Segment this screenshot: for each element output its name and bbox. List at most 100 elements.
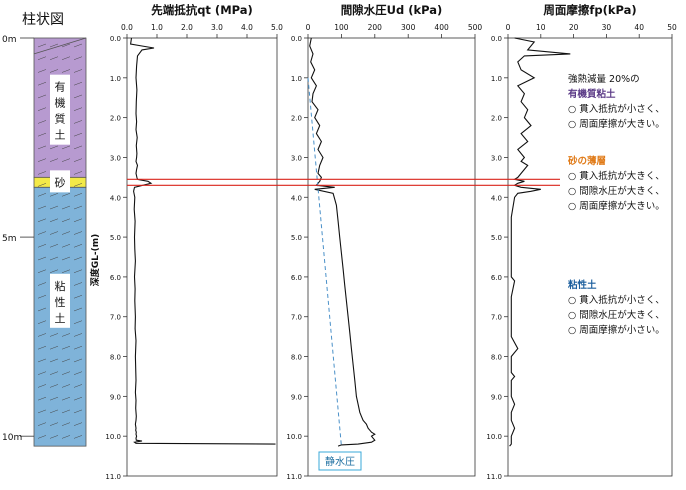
x-tick-label: 4.0	[241, 23, 253, 32]
stratum-label-char: 土	[55, 129, 66, 142]
column-depth-labels: 0m 5m 10m	[2, 35, 34, 443]
stratum-hatch	[49, 218, 59, 223]
stratum-hatch	[61, 43, 71, 48]
stratum-hatch	[61, 231, 71, 235]
clay-line-1: ○ 貫入抵抗が小さく、	[568, 295, 665, 306]
stratum-hatch	[61, 145, 71, 150]
x-tick-label: 5.0	[271, 23, 283, 32]
stratum-hatch	[73, 422, 83, 426]
x-tick-label: 400	[434, 23, 449, 32]
column-depth-label: 5m	[2, 234, 17, 244]
stratum-label-box	[50, 273, 70, 328]
stratum-hatch	[37, 345, 47, 350]
stratum-hatch	[37, 81, 47, 86]
stratum-hatch	[37, 358, 47, 363]
y-tick-label: 1.0	[291, 75, 302, 83]
hydrostatic-label-box	[318, 451, 362, 471]
y-tick-label: 5.0	[291, 234, 302, 242]
sand-line-2: ○ 間隙水圧が大きく、	[568, 186, 665, 197]
column-depth-label: 0m	[2, 35, 17, 45]
y-tick-label: 9.0	[291, 393, 302, 401]
data-series-line	[509, 37, 571, 447]
x-tick-label: 10	[536, 23, 546, 32]
stratum-hatch	[49, 396, 59, 401]
depth-axis-label: 深度GL-(m)	[89, 234, 101, 286]
sand-heading: 砂の薄層	[568, 156, 607, 167]
y-tick-label: 7.0	[491, 314, 502, 322]
sand-line-3: ○ 周面摩擦が大きい。	[568, 201, 665, 212]
stratum-label-char: 有	[55, 80, 66, 94]
organic-annotation: 強熱減量 20%の 有機質粘土 ○ 貫入抵抗が小さく、 ○ 周面摩擦が大きい。	[568, 72, 665, 132]
stratum-hatch	[37, 158, 47, 162]
stratum-hatch	[73, 69, 83, 73]
panel-frame	[126, 37, 278, 477]
stratum-hatch	[73, 120, 83, 124]
stratum-label-char: 機	[55, 96, 66, 110]
stratum-hatch	[37, 422, 47, 426]
y-tick-label: 2.0	[110, 115, 121, 123]
y-tick-label: 5.0	[110, 234, 121, 242]
stratum-hatch	[37, 183, 47, 187]
stratum-hatch	[37, 120, 47, 124]
y-tick-label: 10.0	[486, 433, 502, 441]
x-tick-label: 100	[334, 23, 349, 32]
y-tick-label: 6.0	[491, 274, 502, 282]
y-tick-label: 8.0	[110, 354, 121, 362]
organic-line-1: ○ 貫入抵抗が小さく、	[568, 104, 665, 115]
y-tick-label: 7.0	[291, 314, 302, 322]
stratum-hatch	[73, 94, 83, 99]
clay-heading: 粘性土	[568, 280, 597, 291]
stratum-hatch	[61, 244, 71, 248]
stratum-hatch	[49, 158, 59, 162]
stratum-hatch	[37, 132, 47, 137]
stratum-label-box	[50, 170, 70, 193]
stratum-hatch	[73, 171, 83, 175]
y-tick-label: 1.0	[110, 75, 121, 83]
y-tick-label: 0.0	[110, 35, 121, 43]
y-tick-label: 8.0	[291, 354, 302, 362]
stratum-hatch	[61, 56, 71, 60]
stratum-hatch	[37, 294, 47, 299]
column-depth-label: 10m	[2, 433, 22, 443]
x-tick-label: 40	[634, 23, 644, 32]
stratum-hatch	[37, 409, 47, 414]
panel-title: 先端抵抗qt (MPa)	[151, 3, 253, 17]
stratum-hatch	[61, 256, 71, 261]
x-tick-label: 0.0	[121, 23, 133, 32]
stratum-hatch	[37, 56, 47, 60]
y-tick-label: 2.0	[491, 115, 502, 123]
stratum-hatch	[73, 193, 83, 197]
sand-line-1: ○ 貫入抵抗が大きく、	[568, 171, 665, 182]
column-title: 柱状図	[22, 12, 64, 28]
stratum-hatch	[73, 132, 83, 137]
stratum-hatch	[49, 269, 59, 273]
qt-panel: 先端抵抗qt (MPa) 0.0 1.0 2.0 3.0 4.0 5.0 0.0 1.0 2.0 3…	[105, 3, 283, 481]
stratum-hatch	[37, 43, 47, 48]
stratum-hatch	[73, 244, 83, 248]
stratum-hatch	[37, 193, 47, 197]
stratum-hatch	[49, 371, 59, 375]
stratum-hatch	[61, 396, 71, 401]
stratum-label-char: 砂	[55, 176, 66, 189]
stratum-hatch	[73, 320, 83, 324]
clay-line-2: ○ 間隙水圧が大きく、	[568, 310, 665, 321]
stratum-hatch	[61, 384, 71, 388]
y-tick-label: 11.0	[286, 473, 302, 481]
stratum-hatch	[37, 145, 47, 150]
stratum-hatch	[37, 205, 47, 210]
y-tick-label: 9.0	[491, 393, 502, 401]
stratum-hatch	[73, 145, 83, 150]
stratum-hatch	[61, 358, 71, 363]
stratum-hatch	[49, 345, 59, 350]
x-tick-label: 30	[602, 23, 612, 32]
stratum-hatch	[61, 69, 71, 73]
y-tick-label: 5.0	[491, 234, 502, 242]
hydrostatic-line	[307, 77, 342, 447]
x-tick-label: 2.0	[181, 23, 193, 32]
hydrostatic-label: 静水圧	[325, 455, 355, 468]
panel-frame	[507, 37, 673, 477]
y-tick-label: 4.0	[291, 194, 302, 202]
y-tick-label: 4.0	[110, 194, 121, 202]
organic-intro: 強熱減量 20%の	[568, 74, 640, 85]
stratum-label-char: 粘	[55, 279, 66, 293]
